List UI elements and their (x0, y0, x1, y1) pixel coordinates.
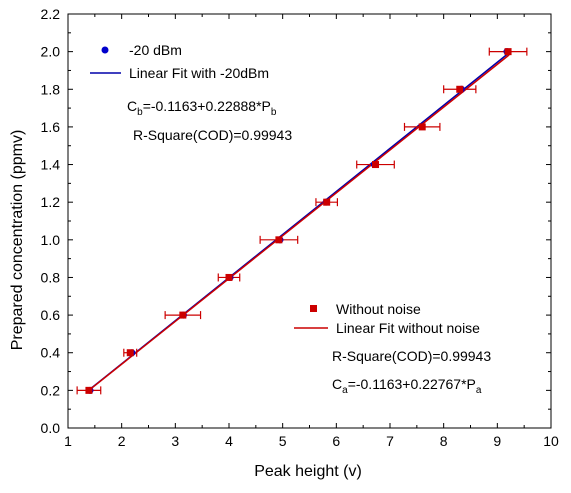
r-square-a: R-Square(COD)=0.99943 (332, 348, 491, 364)
data-point-without-noise (372, 161, 380, 169)
data-point-without-noise (85, 386, 93, 394)
legend-label-minus20dbm: -20 dBm (129, 42, 182, 58)
data-point-without-noise (179, 311, 187, 319)
x-tick-label: 3 (171, 433, 179, 449)
y-tick-label: 2.0 (41, 44, 61, 60)
y-tick-label: 1.2 (41, 194, 61, 210)
data-point-without-noise (418, 123, 426, 131)
r-square-b: R-Square(COD)=0.99943 (133, 127, 292, 143)
legend-top: -20 dBm Linear Fit with -20dBm (90, 42, 269, 81)
y-tick-label: 0.8 (41, 269, 61, 285)
data-point-without-noise (504, 48, 512, 56)
x-tick-label: 10 (543, 433, 559, 449)
y-tick-label: 0.4 (41, 345, 61, 361)
data-point-without-noise (456, 85, 464, 93)
y-tick-label: 1.4 (41, 157, 61, 173)
legend-marker-minus20dbm (101, 46, 109, 54)
y-axis-title: Prepared concentration (ppmv) (9, 130, 26, 351)
legend-label-fit-minus20dbm: Linear Fit with -20dBm (129, 65, 269, 81)
x-axis-title: Peak height (v) (254, 463, 362, 480)
x-tick-label: 9 (493, 433, 501, 449)
legend-bottom: Without noise Linear Fit without noise (294, 301, 480, 336)
y-tick-label: 1.8 (41, 81, 61, 97)
equation-cb: Cb=-0.1163+0.22888*Pb (127, 98, 277, 118)
legend-label-fit-without-noise: Linear Fit without noise (336, 320, 480, 336)
x-tick-label: 5 (279, 433, 287, 449)
x-tick-label: 1 (64, 433, 72, 449)
fit-line-without-noise (88, 54, 510, 391)
x-tick-label: 6 (332, 433, 340, 449)
equation-ca: Ca=-0.1163+0.22767*Pa (332, 376, 482, 396)
x-axis-ticks: 1 2 3 4 5 6 7 8 9 10 (64, 14, 559, 449)
y-tick-label: 1.0 (41, 232, 61, 248)
data-points (85, 48, 512, 394)
y-tick-label: 0.6 (41, 307, 61, 323)
data-point-without-noise (126, 349, 134, 357)
x-tick-label: 7 (386, 433, 394, 449)
y-axis-ticks: 0.0 0.2 0.4 0.6 0.8 1.0 1.2 1.4 1.6 1.8 2.0 2.2 (41, 6, 551, 436)
legend-label-without-noise: Without noise (336, 301, 421, 317)
y-tick-label: 2.2 (41, 6, 61, 22)
y-tick-label: 1.6 (41, 119, 61, 135)
y-tick-label: 0.0 (41, 420, 61, 436)
x-tick-label: 4 (225, 433, 233, 449)
legend-marker-without-noise (310, 305, 317, 312)
x-tick-label: 2 (118, 433, 126, 449)
data-point-without-noise (225, 273, 233, 281)
y-tick-label: 0.2 (41, 382, 61, 398)
data-point-without-noise (275, 236, 283, 244)
fit-lines (88, 52, 510, 391)
data-point-without-noise (323, 198, 331, 206)
x-tick-label: 8 (440, 433, 448, 449)
